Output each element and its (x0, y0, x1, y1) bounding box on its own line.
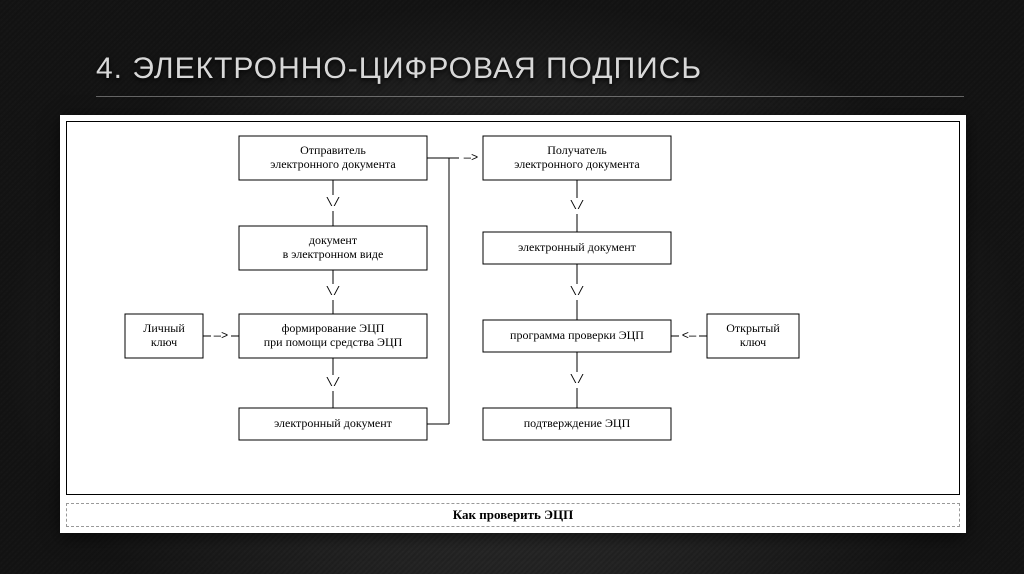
flowchart-svg: \/\/\/\/\/\/—><——>Отправительэлектронног… (67, 122, 959, 494)
diagram-caption: Как проверить ЭЦП (453, 507, 573, 523)
node-label: ключ (740, 335, 766, 349)
svg-text:<—: <— (682, 329, 697, 343)
slide-title: 4. ЭЛЕКТРОННО-ЦИФРОВАЯ ПОДПИСЬ (96, 52, 964, 97)
node-label: Личный (143, 321, 185, 335)
node-label: при помощи средства ЭЦП (264, 335, 403, 349)
svg-text:\/: \/ (570, 285, 584, 299)
node-label: электронного документа (270, 157, 396, 171)
node-label: электронного документа (514, 157, 640, 171)
title-container: 4. ЭЛЕКТРОННО-ЦИФРОВАЯ ПОДПИСЬ (96, 52, 964, 97)
svg-text:\/: \/ (326, 196, 340, 210)
node-label: формирование ЭЦП (282, 321, 385, 335)
node-label: документ (309, 233, 358, 247)
node-label: программа проверки ЭЦП (510, 328, 644, 342)
diagram-caption-box: Как проверить ЭЦП (66, 503, 960, 527)
svg-text:\/: \/ (570, 373, 584, 387)
diagram-frame: \/\/\/\/\/\/—><——>Отправительэлектронног… (66, 121, 960, 495)
svg-text:\/: \/ (570, 199, 584, 213)
node-label: Получатель (547, 143, 607, 157)
content-panel: \/\/\/\/\/\/—><——>Отправительэлектронног… (60, 115, 966, 533)
node-label: ключ (151, 335, 177, 349)
svg-text:—>: —> (213, 329, 228, 343)
svg-text:\/: \/ (326, 376, 340, 390)
svg-text:—>: —> (463, 151, 478, 165)
node-label: в электронном виде (283, 247, 384, 261)
node-label: подтверждение ЭЦП (524, 416, 631, 430)
node-label: Отправитель (300, 143, 366, 157)
svg-text:\/: \/ (326, 285, 340, 299)
node-label: Открытый (726, 321, 780, 335)
node-label: электронный документ (518, 240, 637, 254)
node-label: электронный документ (274, 416, 393, 430)
